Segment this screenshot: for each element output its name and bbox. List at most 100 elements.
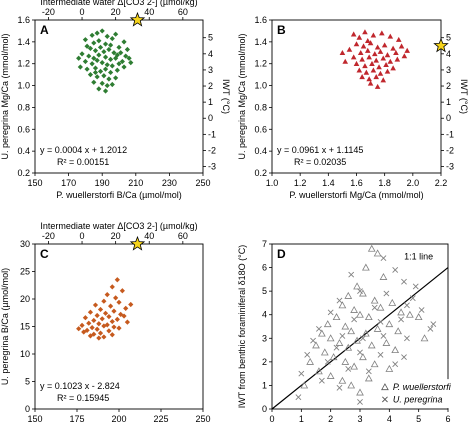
panel-d-data-point — [306, 357, 315, 365]
panel-a-data-point — [92, 48, 99, 54]
panel-a-data-point — [97, 68, 104, 74]
panel-b-x-tick-label: 2.2 — [435, 178, 448, 188]
panel-c-y-axis-title: U. peregrina B/Ca (µmol/mol) — [0, 268, 10, 385]
panel-d-data-point — [392, 267, 399, 273]
panel-b-y-tick-label: 1.4 — [254, 37, 267, 47]
panel-a-frame — [34, 19, 204, 174]
panel-d-data-point — [382, 338, 391, 346]
panel-a-right-tick-label: 5 — [208, 33, 213, 43]
panel-c-data-point — [101, 334, 107, 340]
panel-b-data-point — [384, 68, 391, 74]
panel-c-y-tick-label: 0 — [25, 404, 30, 414]
panel-a-data-point — [104, 33, 110, 39]
panel-d-data-point — [361, 263, 370, 271]
panel-d-data-point — [359, 289, 367, 297]
panel-c-x-tick-label: 175 — [69, 414, 84, 424]
panel-d-data-point — [326, 371, 335, 379]
panel-b-x-axis-title: P. wuellerstorfi Mg/Ca (mmol/mol) — [289, 190, 423, 200]
panel-b-data-point — [381, 42, 388, 48]
panel-d-data-point — [397, 308, 405, 316]
panel-b-data-point — [367, 80, 374, 86]
panel-d-line-label: 1:1 line — [404, 251, 433, 261]
panel-d-data-point — [391, 346, 400, 354]
panel-b-data-point — [339, 49, 346, 56]
panel-a-x-tick-label: 230 — [162, 178, 177, 188]
panel-a-x-tick-label: 170 — [61, 178, 76, 188]
panel-b-data-point — [364, 47, 371, 53]
panel-d-legend-label: P. wuellerstorfi — [393, 382, 452, 392]
panel-a-y-tick-label: 1.4 — [17, 37, 30, 47]
panel-b-y-tick-label: 0.8 — [254, 102, 267, 112]
panel-b-x-tick-label: 1.2 — [294, 178, 307, 188]
panel-d-data-point — [326, 334, 335, 342]
panel-a-y-tick-label: 1.6 — [17, 15, 30, 25]
panel-d-y-tick-label: 1 — [262, 380, 267, 390]
panel-d-data-point — [350, 305, 359, 313]
panel-a-y-tick-label: 1.0 — [17, 81, 30, 91]
panel-b-y-tick-label: 1.6 — [254, 15, 267, 25]
panel-d-data-point — [373, 249, 382, 257]
panel-c-x-tick-label: 150 — [27, 414, 42, 424]
panel-d-data-point — [370, 296, 379, 304]
panel-b-data-point — [366, 54, 372, 60]
panel-c-data-point — [97, 330, 104, 336]
panel-b-right-tick-label: -1 — [446, 129, 454, 139]
panel-c-x-tick-label: 225 — [153, 414, 168, 424]
panel-d-legend-marker — [381, 383, 389, 391]
panel-d-y-tick-label: 4 — [262, 310, 267, 320]
panel-c-data-point — [87, 309, 94, 315]
panel-d-data-point — [332, 313, 341, 321]
panel-d-y-tick-label: 5 — [262, 286, 267, 296]
panel-b-data-point — [377, 48, 384, 54]
panel-a-data-point — [108, 69, 114, 76]
panel-a-data-point — [96, 86, 102, 92]
panel-c-data-point — [104, 322, 110, 328]
panel-b-y-axis-title: U. peregrina Mg/Ca (mmol/mol) — [237, 33, 247, 159]
panel-c-top-tick-label: 20 — [111, 231, 121, 241]
panel-d-x-tick-label: 6 — [445, 414, 450, 424]
panel-d-data-point — [300, 381, 309, 389]
panel-b-data-point — [357, 49, 364, 56]
panel-a-data-point — [89, 32, 95, 38]
panel-a-data-point — [87, 45, 94, 52]
panel-a-data-point — [113, 55, 119, 61]
panel-a-right-tick-label: 3 — [208, 65, 213, 75]
panel-a-label: A — [40, 23, 49, 37]
panel-a-data-point — [89, 61, 95, 67]
panel-c-points — [76, 277, 134, 341]
panel-d-x-tick-label: 0 — [269, 414, 274, 424]
panel-b-data-point — [394, 56, 401, 62]
panel-d-data-point — [373, 324, 382, 332]
panel-a-data-point — [91, 55, 97, 61]
panel-b-right-tick-label: 2 — [446, 81, 451, 91]
panel-a-data-point — [116, 61, 122, 67]
panel-a-y-axis-title: U. peregrina Mg/Ca (mmol/mol) — [0, 33, 10, 159]
panel-b-data-point — [373, 74, 380, 80]
panel-a-data-point — [101, 73, 107, 79]
panel-d-data-point — [324, 358, 331, 365]
panel-a-data-point — [101, 49, 107, 55]
panel-b-data-point — [362, 63, 368, 69]
panel-a-data-point — [104, 62, 110, 68]
panel-d-x-tick-label: 5 — [416, 414, 421, 424]
panel-a-data-point — [113, 75, 119, 81]
panel-a-top-tick-label: -20 — [42, 7, 55, 17]
panel-a-data-point — [84, 66, 90, 72]
panel-b-data-point — [398, 43, 405, 49]
panel-b-y-tick-label: 1.0 — [254, 81, 267, 91]
panel-d-x-tick-label: 2 — [328, 414, 333, 424]
panel-d-y-axis-title: IWT from benthic foraminiferal δ18O (°C) — [237, 245, 247, 409]
panel-a-data-point — [94, 57, 100, 64]
panel-b-data-point — [401, 53, 408, 59]
panel-c-data-point — [111, 324, 117, 330]
panel-d-data-point — [327, 309, 334, 316]
panel-c-data-point — [108, 303, 114, 309]
panel-d-data-point — [394, 327, 403, 335]
panel-d-y-tick-label: 6 — [262, 263, 267, 273]
panel-d-data-point — [336, 384, 343, 391]
panel-d-data-point — [409, 295, 416, 302]
panel-b-right-tick-label: 0 — [446, 113, 451, 123]
panel-a-equation: y = 0.0004 x + 1.2012 — [40, 145, 127, 155]
panel-b-data-point — [350, 54, 357, 60]
panel-b-data-point — [350, 31, 357, 37]
